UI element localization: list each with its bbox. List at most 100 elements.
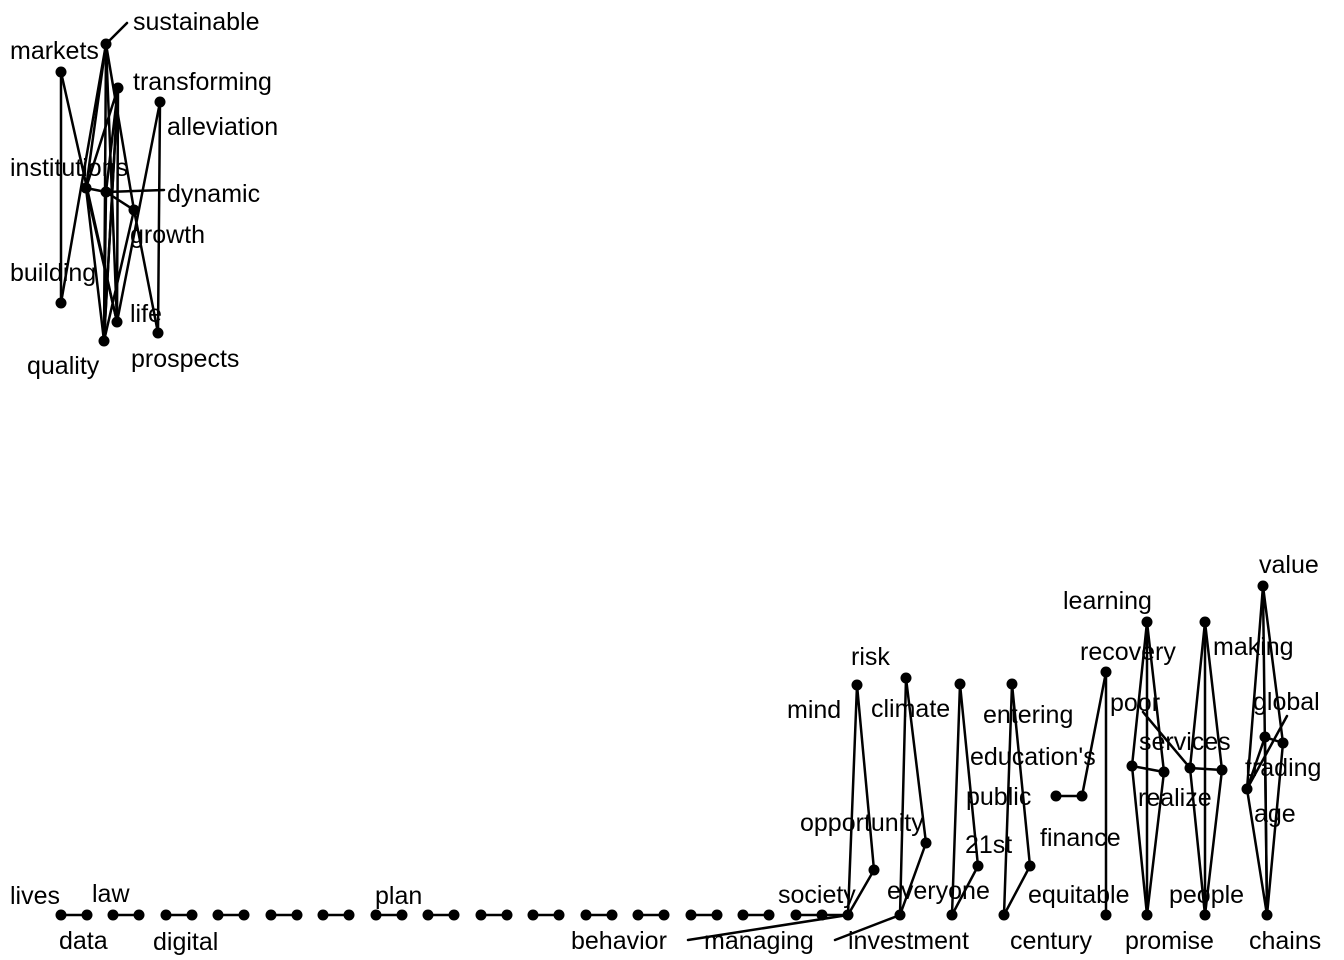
node-label-services: services — [1139, 728, 1231, 756]
node-label-making: making — [1213, 633, 1294, 661]
node-label-plan: plan — [375, 882, 422, 910]
node-label-21st: 21st — [965, 831, 1012, 859]
node-dot — [1259, 731, 1271, 743]
node-label-opportunity: opportunity — [800, 809, 924, 837]
edge — [104, 190, 136, 212]
node-label-century: century — [1010, 927, 1092, 955]
node-label-mind: mind — [787, 696, 841, 724]
node-label-behavior: behavior — [571, 927, 667, 955]
node-dot — [1126, 760, 1138, 772]
node-label-promise: promise — [1125, 927, 1214, 955]
node-label-age: age — [1254, 800, 1296, 828]
edge — [1261, 584, 1285, 745]
edge — [59, 42, 108, 305]
edge — [846, 683, 859, 917]
node-dot — [212, 909, 224, 921]
node-dot — [763, 909, 775, 921]
cluster-top-edges — [59, 21, 166, 343]
edge — [1245, 714, 1289, 791]
node-label-law: law — [92, 880, 130, 908]
node-label-alleviation: alleviation — [167, 113, 278, 141]
edge — [84, 42, 108, 190]
node-label-society: society — [778, 881, 856, 909]
node-dot — [685, 909, 697, 921]
node-dot — [842, 909, 854, 921]
node-dot — [55, 66, 67, 78]
node-dot — [946, 909, 958, 921]
node-label-realize: realize — [1138, 784, 1212, 812]
edge — [132, 208, 160, 335]
chain-bottom-edges — [59, 584, 1289, 942]
node-label-learning: learning — [1063, 587, 1152, 615]
edge — [1080, 670, 1108, 798]
node-label-prospects: prospects — [131, 345, 239, 373]
node-label-global: global — [1253, 688, 1320, 716]
node-dot — [265, 909, 277, 921]
node-dot — [422, 909, 434, 921]
node-dot — [107, 909, 119, 921]
node-dot — [658, 909, 670, 921]
node-dot — [580, 909, 592, 921]
node-dot — [111, 316, 123, 328]
node-dot — [154, 96, 166, 108]
node-dot — [100, 38, 112, 50]
node-label-institutions: institutions — [10, 154, 128, 182]
cluster-top-nodes — [55, 38, 166, 347]
node-labels: markets sustainable transforming allevia… — [10, 8, 1321, 956]
node-label-lives: lives — [10, 882, 60, 910]
node-dot — [128, 204, 140, 216]
node-dot — [790, 909, 802, 921]
node-dot — [711, 909, 723, 921]
edge — [958, 682, 980, 868]
node-dot — [160, 909, 172, 921]
node-label-risk: risk — [851, 643, 890, 671]
edge — [846, 868, 876, 917]
node-dot — [1216, 764, 1228, 776]
node-dot — [1076, 790, 1088, 802]
edge — [104, 188, 166, 194]
edge — [1245, 584, 1265, 791]
edge — [1203, 620, 1224, 772]
node-dot — [1100, 909, 1112, 921]
edge — [950, 864, 980, 917]
edge — [855, 683, 876, 872]
node-dot — [632, 909, 644, 921]
edge — [102, 208, 136, 343]
node-dot — [396, 909, 408, 921]
node-dot — [894, 909, 906, 921]
edge — [1203, 768, 1224, 917]
node-label-growth: growth — [130, 221, 205, 249]
node-dot — [501, 909, 513, 921]
node-label-transforming: transforming — [133, 68, 272, 96]
edge — [84, 86, 120, 190]
edge — [1245, 735, 1267, 791]
node-dot — [1199, 909, 1211, 921]
node-dot — [80, 182, 92, 194]
edge — [1245, 787, 1269, 917]
edge — [1141, 710, 1192, 770]
node-label-managing: managing — [704, 927, 814, 955]
node-label-climate: climate — [871, 695, 950, 723]
edge — [1002, 864, 1032, 917]
node-dot — [475, 909, 487, 921]
node-dot — [816, 909, 828, 921]
edge — [1002, 682, 1014, 917]
edge — [898, 676, 908, 917]
node-dot — [186, 909, 198, 921]
node-label-dynamic: dynamic — [167, 180, 260, 208]
node-label-finance: finance — [1040, 824, 1121, 852]
edge — [1130, 764, 1149, 917]
node-label-investment: investment — [848, 927, 969, 955]
node-dot — [606, 909, 618, 921]
edge — [84, 186, 106, 343]
node-label-digital: digital — [153, 928, 218, 956]
node-label-markets: markets — [10, 37, 99, 65]
node-dot — [1141, 909, 1153, 921]
node-dot — [448, 909, 460, 921]
node-dot — [317, 909, 329, 921]
node-label-chains: chains — [1249, 927, 1321, 955]
node-label-building: building — [10, 259, 96, 287]
node-label-trading: trading — [1245, 754, 1321, 782]
chain-bottom-nodes — [55, 580, 1289, 921]
